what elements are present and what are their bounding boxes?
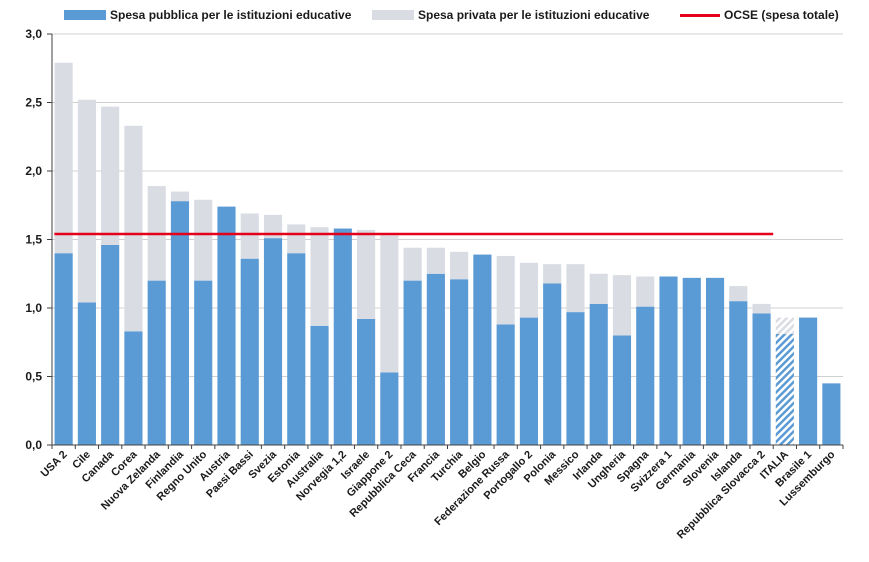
bar-private <box>403 247 422 281</box>
bar-public <box>101 244 120 445</box>
y-tick-label: 0,0 <box>25 438 42 452</box>
legend-swatch-public <box>64 10 106 20</box>
bar-private <box>450 251 469 280</box>
bar-private <box>543 264 562 284</box>
bar-private <box>636 276 655 307</box>
x-category-label: USA 2 <box>39 449 70 480</box>
legend: Spesa pubblica per le istituzioni educat… <box>0 8 869 28</box>
bar-public <box>799 317 818 445</box>
bars <box>54 62 841 445</box>
bar-private <box>729 286 748 302</box>
bar-private <box>380 235 399 373</box>
legend-line-oecd <box>680 13 720 17</box>
bar-private <box>240 213 259 259</box>
bar-private <box>101 106 120 245</box>
bar-public <box>403 280 422 445</box>
bar-private <box>612 275 632 336</box>
bar-public <box>682 277 701 445</box>
bar-public <box>705 277 725 445</box>
bar-public <box>659 276 678 445</box>
y-tick-label: 2,5 <box>25 96 42 110</box>
bar-private <box>170 191 190 202</box>
bar-public <box>589 303 608 445</box>
legend-swatch-private <box>372 10 414 20</box>
bar-public <box>636 306 655 445</box>
y-tick-label: 0,5 <box>25 370 42 384</box>
legend-item-private: Spesa privata per le istituzioni educati… <box>372 8 649 22</box>
legend-label-private: Spesa privata per le istituzioni educati… <box>418 8 650 22</box>
bar-public <box>124 331 143 445</box>
bar-private <box>77 99 96 303</box>
bar-public <box>450 279 469 445</box>
bar-public <box>729 301 748 445</box>
axes <box>51 34 844 449</box>
legend-item-public: Spesa pubblica per le istituzioni educat… <box>64 8 351 22</box>
bar-private <box>496 255 515 325</box>
bar-private <box>775 317 794 335</box>
bar-public <box>380 372 399 445</box>
bar-public <box>496 324 515 445</box>
bar-public <box>822 383 841 445</box>
bar-public <box>147 280 166 445</box>
legend-label-oecd: OCSE (spesa totale) <box>724 8 839 22</box>
y-tick-label: 2,0 <box>25 164 42 178</box>
bar-private <box>357 229 376 319</box>
bar-private <box>194 199 213 281</box>
legend-label-public: Spesa pubblica per le istituzioni educat… <box>110 8 352 22</box>
y-tick-label: 3,0 <box>25 27 42 41</box>
bar-public <box>775 334 794 445</box>
bar-private <box>310 227 329 326</box>
bar-public <box>240 258 259 445</box>
bar-public <box>333 228 352 445</box>
legend-item-oecd: OCSE (spesa totale) <box>680 8 839 22</box>
y-tick-label: 1,0 <box>25 301 42 315</box>
bar-public <box>543 283 562 445</box>
bar-public <box>310 325 329 445</box>
bar-public <box>54 253 73 445</box>
bar-public <box>287 253 306 445</box>
bar-public <box>752 313 771 445</box>
bar-public <box>519 317 538 445</box>
bar-public <box>612 335 632 445</box>
bar-private <box>752 303 771 314</box>
bar-public <box>357 318 376 445</box>
bar-private <box>426 247 445 274</box>
bar-private <box>124 125 143 332</box>
bar-public <box>566 312 585 445</box>
bar-private <box>589 273 608 304</box>
bar-private <box>287 224 306 254</box>
bar-private <box>519 262 538 318</box>
y-tick-labels: 0,0 0,5 1,0 1,5 2,0 2,5 3,0 <box>25 27 42 452</box>
bar-private <box>263 214 283 239</box>
bar-public <box>170 201 190 445</box>
y-tick-label: 1,5 <box>25 233 42 247</box>
bar-public <box>426 273 445 445</box>
bar-public <box>473 254 492 445</box>
bar-public <box>194 280 213 445</box>
bar-private <box>54 62 73 254</box>
bar-public <box>77 302 96 445</box>
bar-public <box>263 238 283 445</box>
bar-private <box>566 264 585 313</box>
bar-public <box>217 206 236 445</box>
